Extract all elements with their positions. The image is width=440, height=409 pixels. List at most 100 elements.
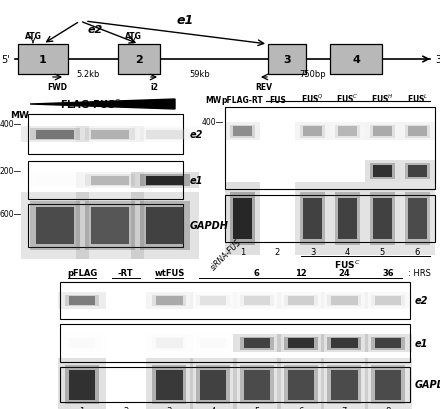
Bar bbox=[400, 182, 435, 256]
Text: FLAG-FUS$^C$: FLAG-FUS$^C$ bbox=[59, 97, 121, 110]
Bar bbox=[156, 296, 183, 305]
Text: e2: e2 bbox=[190, 130, 203, 139]
Bar bbox=[375, 338, 401, 348]
Bar bbox=[60, 367, 410, 402]
Text: 1: 1 bbox=[240, 247, 245, 256]
Text: 59kb: 59kb bbox=[190, 70, 210, 79]
Bar bbox=[118, 45, 160, 75]
Text: 3: 3 bbox=[310, 247, 315, 256]
Bar bbox=[76, 173, 144, 189]
Bar bbox=[371, 365, 405, 404]
Text: i2: i2 bbox=[150, 83, 158, 92]
Bar bbox=[408, 198, 427, 239]
Bar bbox=[405, 192, 430, 245]
Bar bbox=[230, 125, 255, 138]
Text: 5.2kb: 5.2kb bbox=[76, 70, 100, 79]
Bar bbox=[146, 207, 184, 245]
Bar bbox=[370, 125, 395, 138]
Bar bbox=[233, 293, 281, 309]
Bar bbox=[190, 357, 237, 409]
Bar bbox=[36, 130, 74, 139]
Bar bbox=[196, 295, 230, 307]
Text: e1: e1 bbox=[190, 175, 203, 186]
Bar bbox=[60, 282, 410, 319]
Text: 5: 5 bbox=[254, 406, 260, 409]
Bar bbox=[244, 296, 270, 305]
Text: 3: 3 bbox=[167, 406, 172, 409]
Text: 24: 24 bbox=[338, 268, 350, 277]
Bar bbox=[131, 193, 199, 259]
Bar bbox=[140, 175, 190, 187]
Bar bbox=[244, 338, 270, 348]
Text: : HRS: : HRS bbox=[408, 268, 431, 277]
Bar bbox=[277, 357, 324, 409]
Bar bbox=[373, 198, 392, 239]
Bar bbox=[146, 357, 193, 409]
Bar bbox=[156, 338, 183, 348]
Text: ATG: ATG bbox=[125, 32, 141, 41]
Bar bbox=[335, 125, 360, 138]
Bar bbox=[364, 357, 412, 409]
Bar bbox=[30, 202, 80, 250]
Bar bbox=[287, 370, 314, 400]
Text: REV: REV bbox=[256, 83, 272, 92]
Text: 3: 3 bbox=[283, 55, 291, 65]
Bar bbox=[365, 161, 400, 182]
Text: 1: 1 bbox=[79, 406, 84, 409]
Text: 7: 7 bbox=[342, 406, 347, 409]
Bar bbox=[85, 175, 135, 187]
Bar bbox=[240, 365, 274, 404]
Bar bbox=[287, 296, 314, 305]
Bar bbox=[200, 338, 226, 348]
Bar bbox=[146, 293, 193, 309]
Bar bbox=[295, 123, 330, 141]
Bar bbox=[58, 334, 106, 352]
Bar bbox=[370, 192, 395, 245]
Bar bbox=[190, 293, 237, 309]
Text: 6: 6 bbox=[415, 247, 420, 256]
Bar bbox=[36, 207, 74, 245]
Bar bbox=[240, 337, 274, 350]
Bar bbox=[321, 357, 368, 409]
Bar bbox=[18, 45, 68, 75]
Bar bbox=[21, 193, 89, 259]
Bar bbox=[331, 338, 357, 348]
Bar bbox=[156, 370, 183, 400]
Text: 8: 8 bbox=[385, 406, 391, 409]
Bar bbox=[233, 334, 281, 352]
Bar bbox=[91, 176, 129, 185]
Text: 5': 5' bbox=[1, 55, 10, 65]
Bar bbox=[373, 127, 392, 137]
Bar bbox=[268, 45, 306, 75]
Bar bbox=[76, 127, 144, 143]
Bar bbox=[287, 338, 314, 348]
Bar bbox=[140, 202, 190, 250]
Bar bbox=[28, 162, 183, 200]
Bar bbox=[327, 295, 361, 307]
Bar bbox=[131, 127, 199, 143]
Bar bbox=[300, 192, 325, 245]
Bar bbox=[330, 182, 365, 256]
Bar bbox=[152, 365, 187, 404]
Bar bbox=[330, 123, 365, 141]
Bar bbox=[146, 176, 184, 185]
Bar bbox=[370, 164, 395, 180]
Bar bbox=[303, 127, 322, 137]
Bar bbox=[295, 182, 330, 256]
Text: -RT: -RT bbox=[118, 268, 133, 277]
Text: 1: 1 bbox=[39, 55, 47, 65]
Text: siRNA-FUS: siRNA-FUS bbox=[209, 237, 243, 271]
Bar bbox=[303, 198, 322, 239]
Bar bbox=[152, 337, 187, 350]
Bar bbox=[85, 202, 135, 250]
Bar bbox=[200, 370, 226, 400]
Bar bbox=[146, 130, 184, 139]
Bar bbox=[60, 324, 410, 362]
Bar bbox=[65, 337, 99, 350]
Text: 3': 3' bbox=[435, 55, 440, 65]
Bar bbox=[85, 129, 135, 141]
Bar bbox=[371, 295, 405, 307]
Bar bbox=[200, 296, 226, 305]
Bar bbox=[225, 196, 435, 243]
Bar bbox=[28, 204, 183, 247]
